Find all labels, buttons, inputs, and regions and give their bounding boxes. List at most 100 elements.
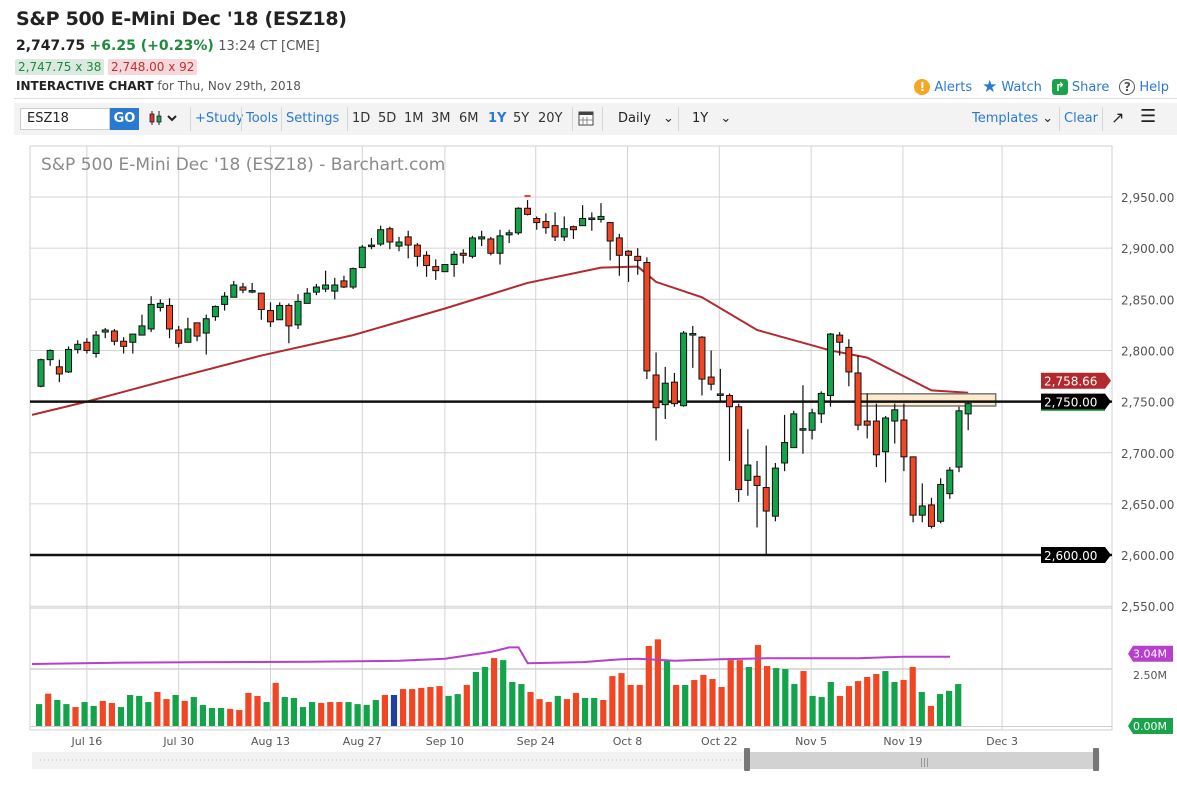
volume-bar [673, 684, 680, 726]
settings-button[interactable]: Settings [286, 111, 340, 126]
candle-body [156, 302, 164, 308]
scrollbar-left-handle[interactable] [744, 748, 750, 771]
chart-type-dropdown[interactable] [148, 109, 182, 131]
range-20y[interactable]: 20Y [538, 111, 563, 126]
volume-bar [481, 666, 489, 726]
candle [395, 236, 403, 252]
candle [37, 358, 45, 388]
candle-body [294, 300, 302, 326]
share-link[interactable]: ↱ Share [1051, 79, 1109, 95]
period-dropdown[interactable]: 1Y ⌄ [692, 111, 731, 126]
candle-body [882, 417, 890, 453]
volume-bar [891, 681, 898, 726]
candle-body [129, 333, 137, 343]
candle [542, 213, 550, 234]
candle [863, 393, 871, 439]
scrollbar-right-handle[interactable] [1093, 748, 1099, 771]
volume-bar [72, 707, 79, 726]
volume-bar [618, 673, 625, 726]
candle [468, 235, 476, 259]
calendar-icon[interactable] [578, 109, 594, 130]
volume-bar [773, 668, 780, 726]
volume-bar [736, 660, 743, 726]
range-5y[interactable]: 5Y [513, 111, 530, 126]
separator [602, 107, 603, 131]
menu-icon[interactable]: ☰ [1140, 106, 1157, 127]
candle [735, 403, 743, 502]
gridlines [30, 146, 1112, 730]
tools-button[interactable]: Tools [246, 111, 279, 126]
volume-bar [318, 702, 325, 726]
clear-button[interactable]: Clear [1064, 111, 1098, 126]
candle-body [257, 292, 265, 311]
candle [184, 317, 192, 343]
volume-bar [236, 710, 243, 726]
candle-body [65, 348, 73, 373]
candle [615, 233, 623, 276]
price-tick-label: 2,800.00 [1121, 344, 1174, 358]
volume-bar [927, 705, 934, 726]
chart-toolbar: ESZ18 GO +Study Tools Settings 1D 5D 1M … [14, 103, 1177, 135]
candle [698, 336, 706, 396]
watch-link[interactable]: ★ Watch [982, 77, 1042, 97]
templates-dropdown[interactable]: Templates ⌄ [972, 111, 1053, 126]
candle-body [762, 487, 770, 512]
go-button[interactable]: GO [110, 108, 139, 130]
expand-arrow-icon[interactable]: ↗ [1111, 108, 1125, 127]
volume-bar [682, 684, 689, 726]
volume-bar [63, 704, 70, 726]
range-1m[interactable]: 1M [404, 111, 424, 126]
separator [572, 107, 573, 131]
candle [533, 216, 541, 230]
price-axis: 2,950.00 2,900.00 2,850.00 2,800.00 2,750.00… [1041, 191, 1174, 614]
candle [799, 385, 807, 454]
volume-bar [372, 700, 379, 726]
range-5d[interactable]: 5D [378, 111, 397, 126]
volume-bar [190, 697, 197, 726]
candle [138, 314, 146, 336]
candle-body [303, 292, 311, 304]
scrollbar-thumb[interactable] [747, 752, 1096, 769]
volume-bar [691, 679, 698, 726]
candle-body [661, 382, 669, 406]
ask-quote: 2,748.00 x 92 [108, 59, 198, 75]
candle [900, 403, 908, 472]
candle-body [634, 255, 642, 261]
help-link[interactable]: ? Help [1119, 79, 1169, 95]
volume-bar [299, 707, 307, 726]
volume-bar [436, 686, 443, 726]
interval-dropdown[interactable]: Daily ⌄ [618, 111, 674, 126]
help-icon: ? [1119, 79, 1136, 95]
range-1d[interactable]: 1D [352, 111, 371, 126]
candle-body [423, 254, 431, 267]
candle [65, 346, 73, 373]
volume-tag-label: 0.00M [1133, 720, 1167, 733]
alerts-link[interactable]: ! Alerts [914, 79, 972, 95]
candle-body [413, 244, 421, 257]
candle-body [955, 410, 963, 468]
range-6m[interactable]: 6M [459, 111, 479, 126]
volume-bar [500, 660, 507, 726]
candle-body [698, 336, 706, 380]
price-tag-bg [1041, 372, 1111, 389]
candle-body [83, 341, 91, 351]
candle-body [487, 238, 495, 254]
volume-bar [127, 694, 134, 726]
symbol-input[interactable]: ESZ18 [20, 108, 110, 130]
volume-bar [654, 639, 661, 726]
candle [514, 207, 522, 235]
candle [744, 429, 752, 496]
candle [808, 408, 816, 440]
scrollbar[interactable]: ||| [32, 748, 1100, 771]
candle-body [726, 394, 733, 408]
range-1y[interactable]: 1Y [488, 111, 507, 126]
separator [678, 107, 679, 131]
candle-body [285, 304, 293, 327]
candle-body [349, 268, 357, 288]
range-3m[interactable]: 3M [431, 111, 451, 126]
separator [281, 107, 282, 131]
volume-bar [873, 674, 880, 726]
study-button[interactable]: +Study [195, 111, 244, 126]
price-row: 2,747.75 +6.25 (+0.23%) 13:24 CT [CME] [16, 38, 320, 54]
